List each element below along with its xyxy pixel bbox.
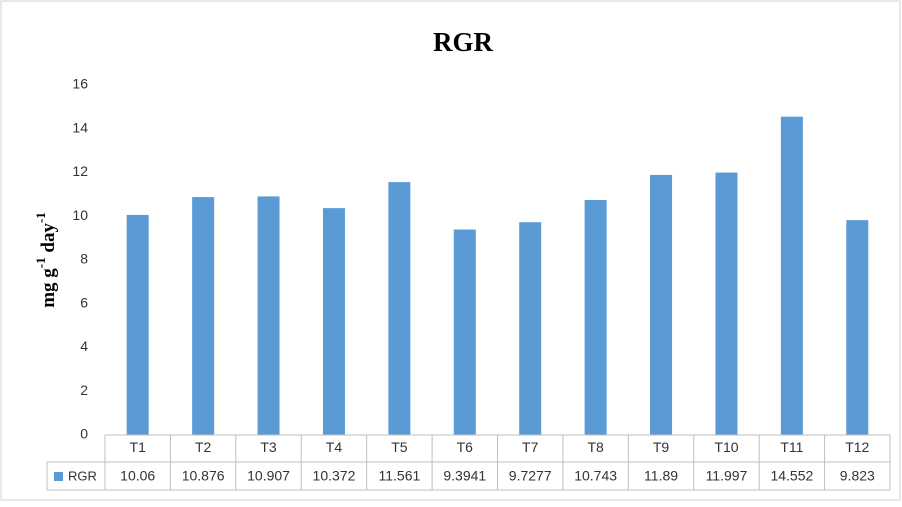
bar	[519, 222, 542, 435]
x-tick-label: T10	[714, 439, 738, 455]
x-tick-label: T3	[260, 439, 277, 455]
bar	[388, 182, 411, 435]
x-tick-label: T11	[780, 439, 803, 455]
bar	[584, 199, 607, 435]
chart-title: RGR	[433, 27, 494, 57]
y-tick-label: 2	[80, 382, 88, 398]
bar	[780, 116, 803, 436]
table-value: 11.561	[378, 468, 420, 484]
y-tick-label: 10	[72, 207, 88, 223]
legend-swatch	[54, 472, 63, 481]
bar	[192, 197, 215, 435]
y-axis-label: mg g-1 day-1	[33, 212, 59, 308]
table-value: 10.06	[120, 468, 155, 484]
table-value: 11.997	[706, 468, 748, 484]
x-tick-label: T12	[845, 439, 869, 455]
bar	[257, 196, 280, 435]
bar	[650, 174, 673, 435]
table-value: 11.89	[644, 468, 678, 484]
x-tick-label: T4	[326, 439, 343, 455]
x-tick-label: T9	[653, 439, 670, 455]
table-value: 14.552	[770, 468, 813, 484]
x-tick-label: T7	[522, 439, 539, 455]
y-axis-label-part: day	[38, 223, 59, 258]
table-value: 10.743	[574, 468, 617, 484]
bar	[322, 208, 345, 435]
y-axis-label-part: mg g	[38, 268, 59, 308]
table-value: 10.907	[247, 468, 290, 484]
y-axis-label-part: -1	[33, 212, 48, 223]
table-value: 10.876	[182, 468, 225, 484]
y-tick-label: 0	[80, 426, 88, 442]
bar	[715, 172, 738, 436]
y-tick-label: 12	[72, 163, 88, 179]
y-tick-label: 8	[80, 251, 88, 267]
x-tick-label: T5	[391, 439, 408, 455]
y-tick-label: 16	[72, 76, 88, 92]
x-tick-label: T1	[130, 439, 147, 455]
y-tick-label: 4	[80, 338, 88, 354]
table-value: 9.3941	[443, 468, 486, 484]
table-value: 9.7277	[509, 468, 552, 484]
table-value: 10.372	[313, 468, 356, 484]
table-value: 9.823	[840, 468, 875, 484]
bar	[453, 229, 476, 435]
x-tick-label: T6	[457, 439, 474, 455]
bar	[846, 220, 869, 435]
legend-label: RGR	[68, 468, 97, 483]
bar	[126, 214, 149, 435]
x-tick-label: T2	[195, 439, 212, 455]
y-tick-label: 14	[72, 119, 88, 135]
y-axis-label-part: -1	[33, 257, 48, 268]
y-tick-label: 6	[80, 294, 88, 310]
x-tick-label: T8	[587, 439, 604, 455]
